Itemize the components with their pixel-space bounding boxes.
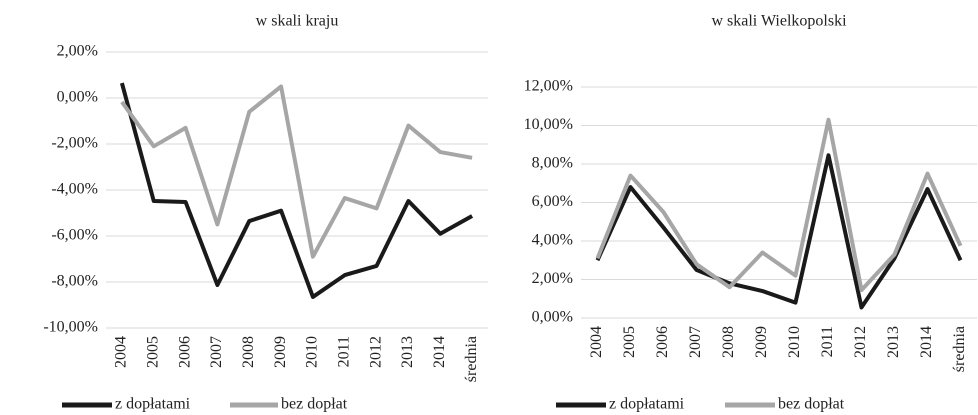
x-tick-label: 2010	[304, 336, 321, 368]
x-tick-label: 2004	[113, 336, 130, 368]
x-tick-label: 2011	[819, 326, 836, 357]
x-tick-label: 2004	[588, 326, 605, 358]
chart-title: w skali kraju	[256, 13, 339, 30]
x-tick-label: 2008	[240, 336, 257, 368]
x-tick-label: 2010	[786, 326, 803, 358]
y-tick-label: 4,00%	[532, 232, 573, 249]
y-tick-label: -8,00%	[51, 273, 98, 290]
x-tick-label: 2012	[367, 336, 384, 368]
y-tick-label: 6,00%	[532, 193, 573, 210]
x-tick-label: 2006	[176, 336, 193, 368]
y-tick-label: -4,00%	[51, 181, 98, 198]
x-tick-label: 2005	[144, 336, 161, 368]
x-tick-label: 2006	[654, 326, 671, 358]
x-tick-label: 2009	[272, 336, 289, 368]
line-series	[119, 82, 474, 299]
line-series	[595, 153, 963, 310]
x-tick-label: 2013	[885, 326, 902, 358]
x-tick-label: 2007	[208, 336, 225, 368]
y-tick-label: 2,00%	[532, 270, 573, 287]
x-tick-label: 2005	[621, 326, 638, 358]
y-tick-label: -10,00%	[43, 319, 98, 336]
x-tick-label: 2014	[431, 336, 448, 368]
y-tick-label: -2,00%	[51, 135, 98, 152]
x-tick-label: średnia	[951, 326, 968, 372]
y-tick-label: 0,00%	[57, 89, 98, 106]
x-tick-label: 2011	[335, 336, 352, 367]
line-series	[595, 117, 963, 293]
y-tick-label: 8,00%	[532, 155, 573, 172]
y-tick-label: 2,00%	[57, 43, 98, 60]
legend-label: z dopłatami	[609, 396, 685, 413]
line-series	[120, 84, 473, 259]
x-tick-label: 2009	[753, 326, 770, 358]
x-tick-label: 2008	[720, 326, 737, 358]
y-tick-label: 12,00%	[524, 78, 573, 95]
x-tick-label: 2014	[918, 326, 935, 358]
y-tick-label: 0,00%	[532, 309, 573, 326]
x-tick-label: 2007	[687, 326, 704, 358]
legend-label: z dopłatami	[115, 396, 191, 413]
chart-title: w skali Wielkopolski	[711, 13, 847, 30]
y-tick-label: 10,00%	[524, 116, 573, 133]
y-tick-label: -6,00%	[51, 227, 98, 244]
x-tick-label: 2012	[852, 326, 869, 358]
x-tick-label: średnia	[463, 336, 480, 382]
x-tick-label: 2013	[399, 336, 416, 368]
legend-label: bez dopłat	[281, 396, 348, 413]
legend-label: bez dopłat	[778, 396, 845, 413]
